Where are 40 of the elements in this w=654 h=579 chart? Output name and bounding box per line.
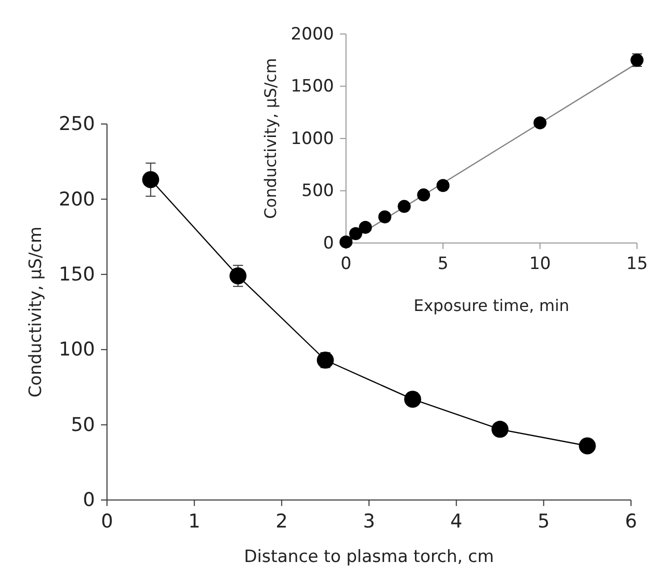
point xyxy=(398,200,411,213)
x-tick-label: 0 xyxy=(100,510,114,532)
point xyxy=(534,116,546,130)
x-tick-label: 6 xyxy=(624,510,638,532)
x-tick-label: 1 xyxy=(188,510,200,532)
point xyxy=(404,390,422,408)
x-tick-label: 5 xyxy=(438,254,448,274)
y-tick-label: 1000 xyxy=(290,128,334,149)
x-tick-label: 10 xyxy=(529,254,551,274)
y-tick-label: 100 xyxy=(58,338,95,361)
y-tick-label: 250 xyxy=(58,113,95,136)
point xyxy=(340,235,352,248)
x-tick-label: 2 xyxy=(276,510,288,532)
point xyxy=(492,420,508,438)
y-tick-label: 0 xyxy=(323,233,334,254)
y-tick-label: 500 xyxy=(302,181,334,202)
y-tick-label: 150 xyxy=(58,263,95,286)
point xyxy=(436,179,450,192)
point xyxy=(316,352,334,369)
x-tick-label: 0 xyxy=(340,254,352,274)
point xyxy=(142,171,160,188)
y-tick-label: 2000 xyxy=(290,24,334,44)
x-tick-label: 4 xyxy=(450,510,462,532)
x-tick-label: 15 xyxy=(626,254,648,274)
point xyxy=(230,267,246,284)
x-axis-title: Distance to plasma torch, cm xyxy=(244,547,494,567)
y-tick-label: 200 xyxy=(58,188,95,210)
point xyxy=(358,220,372,234)
point xyxy=(349,227,362,240)
point xyxy=(417,188,430,202)
x-tick-label: 3 xyxy=(362,510,376,532)
x-tick-label: 5 xyxy=(538,510,550,532)
y-axis-title: Conductivity, µS/cm xyxy=(26,226,46,398)
point xyxy=(378,210,392,224)
y-tick-label: 50 xyxy=(70,414,95,436)
y-tick-label: 1500 xyxy=(290,76,334,97)
y-axis-title: Conductivity, µS/cm xyxy=(261,58,280,219)
point xyxy=(578,437,596,454)
x-axis-title: Exposure time, min xyxy=(414,296,570,315)
y-tick-label: 0 xyxy=(82,489,95,512)
